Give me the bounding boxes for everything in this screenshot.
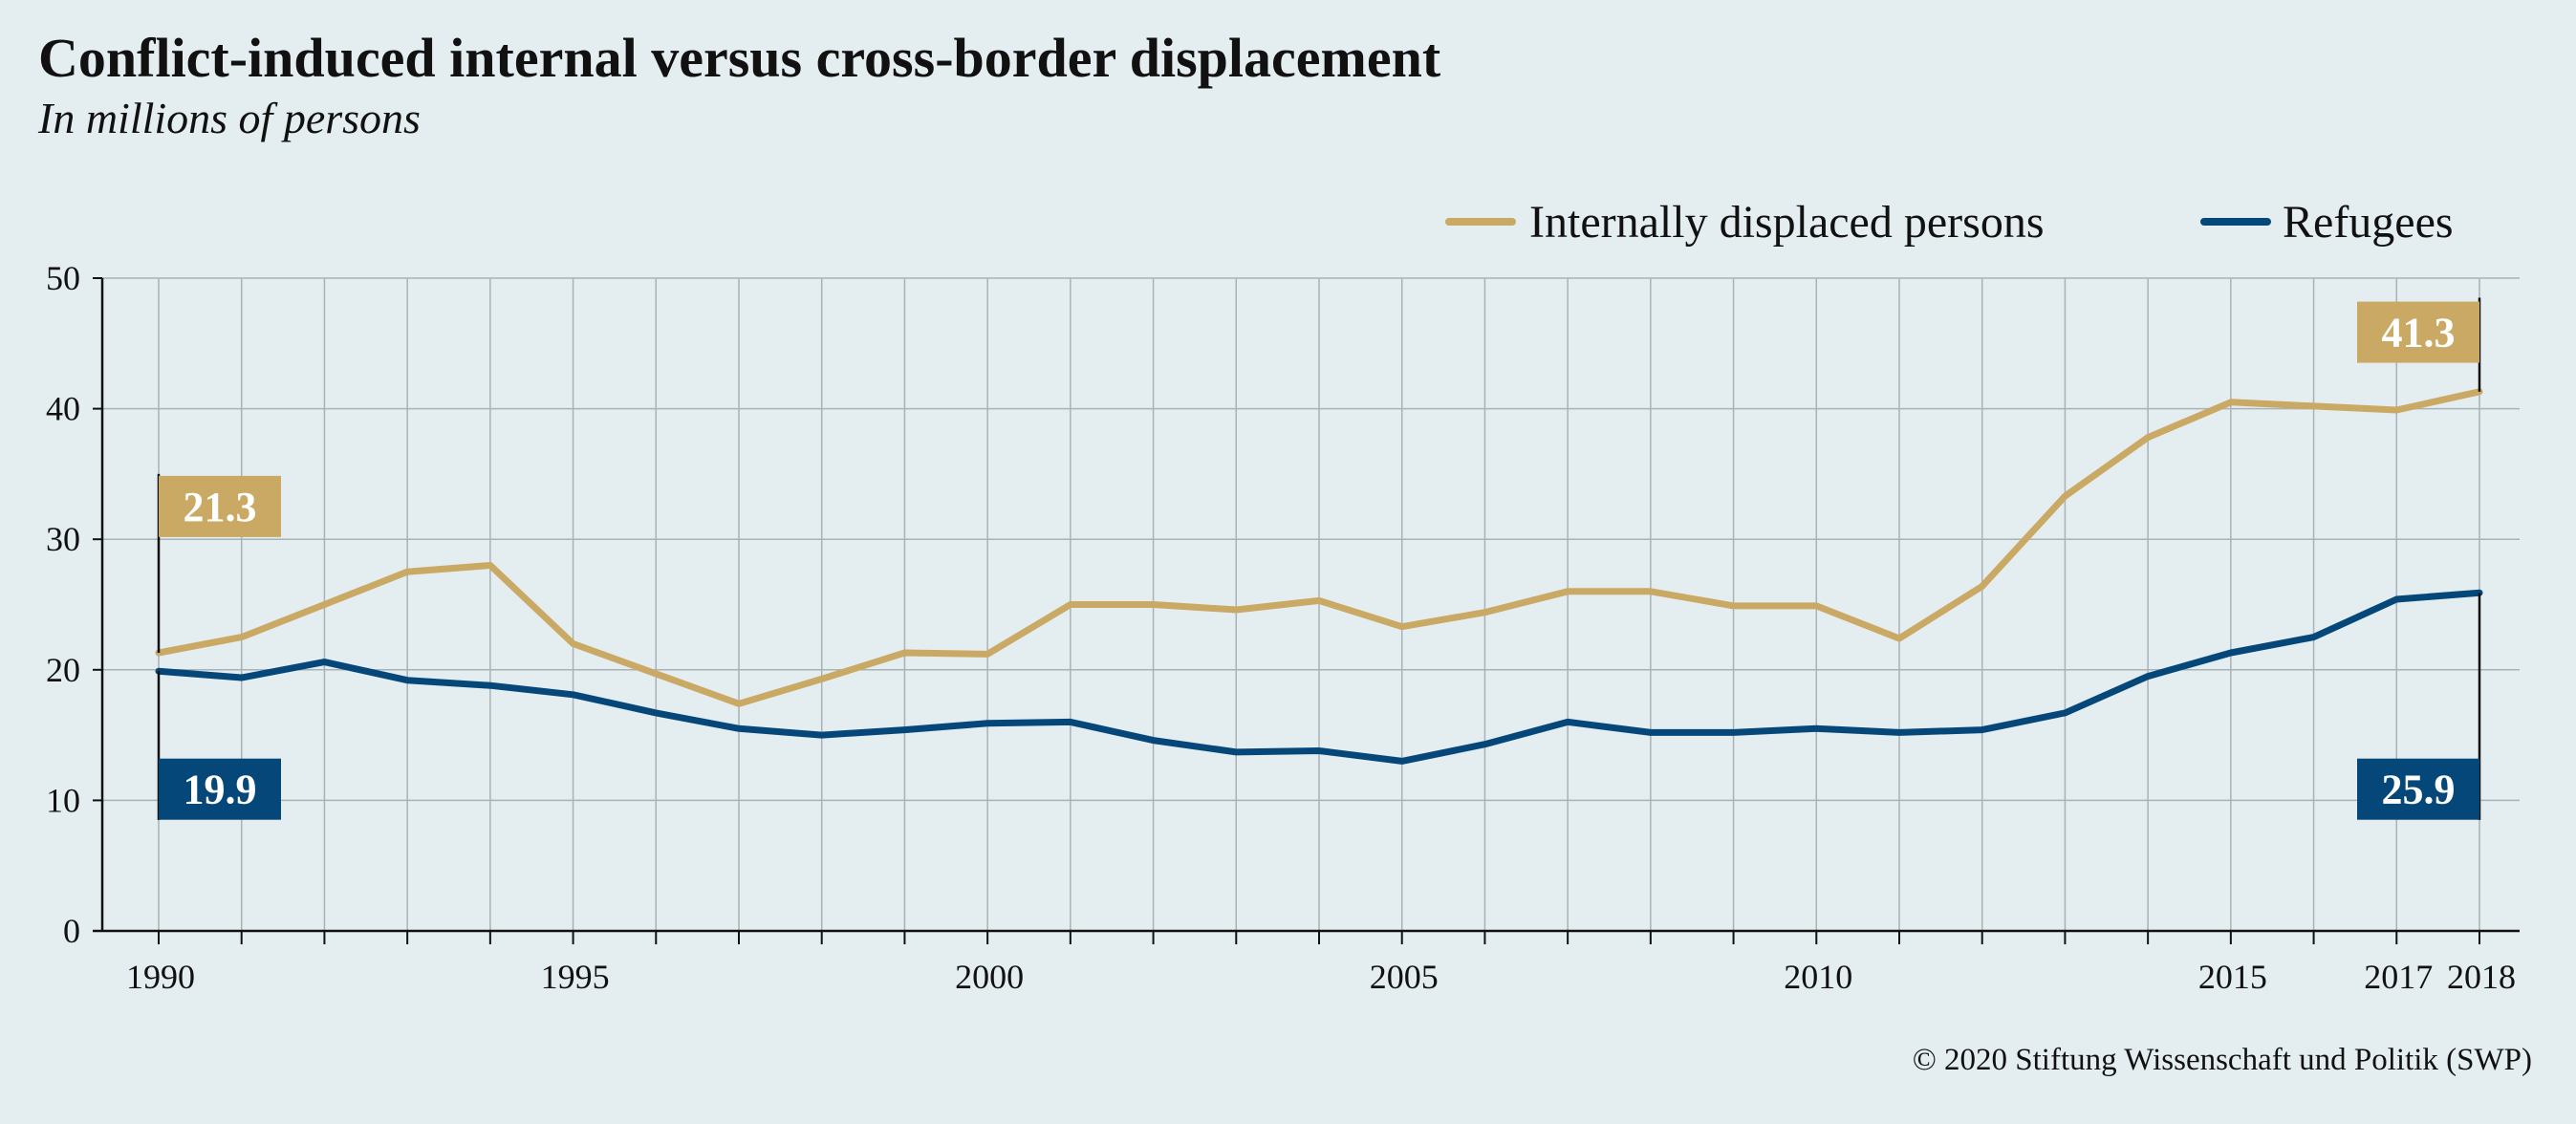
series-line-refugees <box>155 589 2483 765</box>
callout-box <box>159 475 281 537</box>
y-tick-label: 40 <box>46 390 80 428</box>
x-tick-label: 2015 <box>2198 958 2267 996</box>
chart-subtitle: In millions of persons <box>38 94 421 142</box>
y-tick-label: 10 <box>46 781 80 819</box>
y-tick-label: 30 <box>46 520 80 558</box>
x-tick-label: 2018 <box>2447 958 2516 996</box>
legend-label: Internally displaced persons <box>1529 197 2045 248</box>
callout-box <box>159 758 281 820</box>
x-tick-label: 2005 <box>1370 958 1439 996</box>
callout-box <box>2357 301 2479 363</box>
legend-label: Refugees <box>2283 197 2454 248</box>
callout-box <box>2357 758 2479 820</box>
y-tick-label: 20 <box>46 651 80 689</box>
x-tick-label: 1990 <box>126 958 195 996</box>
axes: 0 10 20 30 40 50 1990 1995 2000 2005 2010 2015 2017 2… <box>46 259 2520 996</box>
x-tick-label: 1995 <box>541 958 610 996</box>
callout-value-label: 19.9 <box>184 767 257 813</box>
y-tick-label: 0 <box>63 912 80 950</box>
chart-title: Conflict-induced internal versus cross-b… <box>38 27 1441 89</box>
callout-value-label: 21.3 <box>184 484 257 530</box>
callout-value-label: 25.9 <box>2382 767 2456 813</box>
x-tick-label: 2000 <box>955 958 1024 996</box>
legend: Internally displaced persons Refugees <box>1445 197 2454 248</box>
y-tick-label: 50 <box>46 259 80 297</box>
copyright-notice: © 2020 Stiftung Wissenschaft und Politik… <box>1912 1043 2532 1077</box>
callout-value-label: 41.3 <box>2382 310 2456 357</box>
series <box>155 388 2483 765</box>
x-tick-label: 2010 <box>1784 958 1852 996</box>
x-tick-label: 2017 <box>2364 958 2433 996</box>
series-line-internally-displaced <box>155 388 2483 707</box>
callouts: 21.3 19.9 41.3 25.9 <box>157 297 2481 820</box>
